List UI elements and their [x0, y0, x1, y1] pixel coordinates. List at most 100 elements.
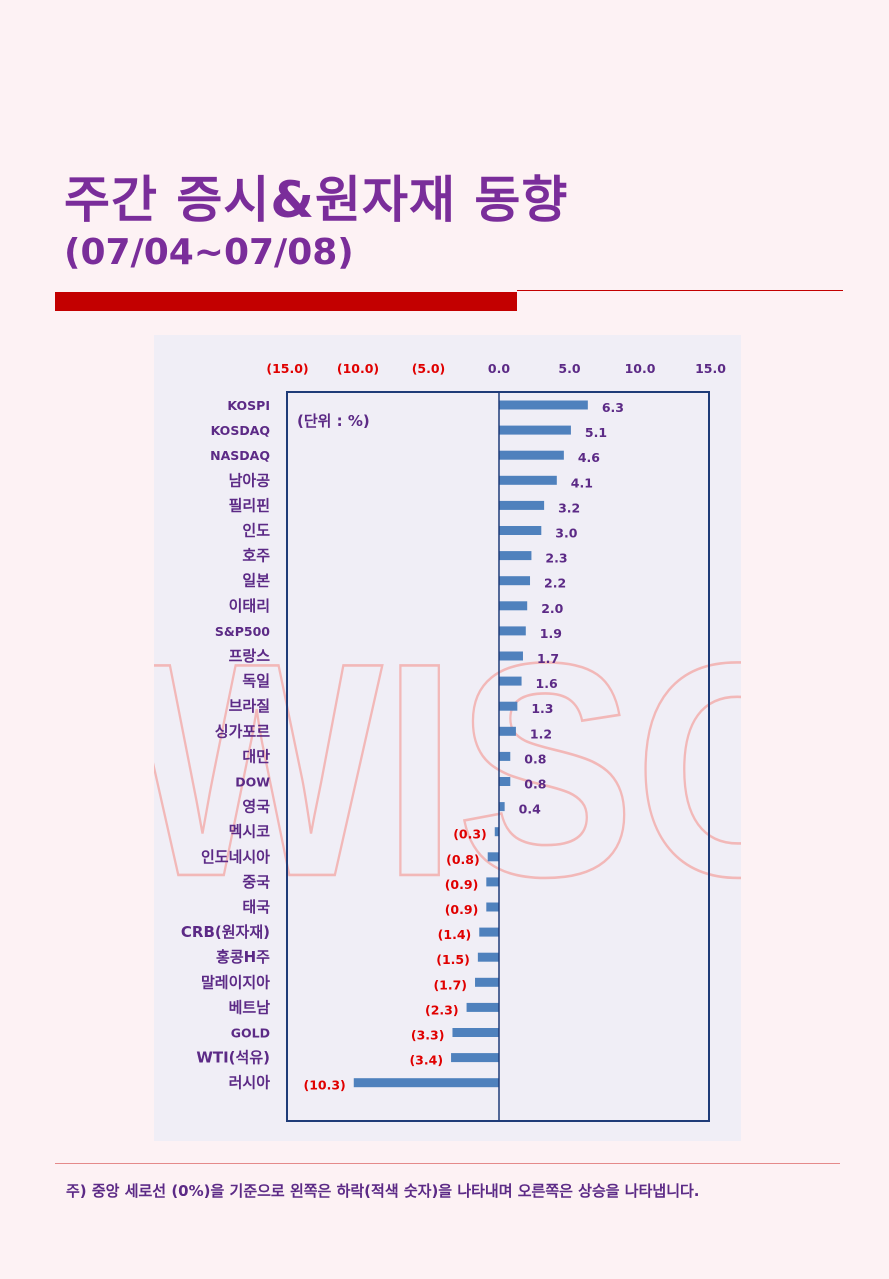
bar	[486, 877, 499, 887]
category-label: 인도	[242, 522, 270, 540]
x-axis-ticks: (15.0) (10.0) (5.0) 0.0 5.0 10.0 15.0	[266, 361, 726, 376]
value-label: (10.3)	[303, 1078, 345, 1093]
value-label: 1.2	[530, 726, 552, 741]
bar	[479, 927, 499, 937]
bar	[452, 1028, 499, 1037]
bar	[499, 500, 545, 510]
value-label: (1.4)	[438, 927, 472, 942]
bar	[466, 1002, 499, 1012]
plot-area-frame	[286, 391, 710, 1122]
value-label: 4.1	[571, 475, 593, 490]
value-label: (0.9)	[445, 877, 479, 892]
bar	[499, 450, 564, 460]
bar	[451, 1053, 499, 1063]
watermark-text: WISC	[154, 600, 741, 940]
x-tick-label: (10.0)	[337, 361, 379, 376]
category-label: 인도네시아	[201, 848, 270, 866]
value-label: 2.0	[541, 601, 563, 616]
bar	[499, 626, 526, 636]
bar	[499, 576, 531, 586]
value-label: 1.7	[537, 651, 559, 666]
bars	[353, 400, 588, 1088]
category-label: GOLD	[231, 1026, 270, 1041]
title-underline-rule	[517, 290, 843, 291]
category-label: 말레이지아	[201, 973, 270, 991]
value-label: (0.3)	[453, 827, 487, 842]
chart-panel: WISC (단위 : %) (15.0) (10.0) (5.0) 0.0 5.0 10.…	[154, 335, 741, 1141]
bar-chart: WISC (단위 : %) (15.0) (10.0) (5.0) 0.0 5.0 10.…	[154, 361, 741, 1122]
category-label: 대만	[242, 747, 270, 765]
category-label: 태국	[242, 898, 270, 916]
category-label: DOW	[235, 775, 270, 790]
bar	[353, 1078, 499, 1088]
category-label: KOSPI	[227, 398, 270, 413]
category-label: 멕시코	[229, 823, 271, 841]
bar	[487, 852, 499, 862]
category-label: 싱가포르	[215, 722, 270, 740]
value-labels: 6.3 5.1 4.6 4.1 3.2 3.0 2.3 2.2 2.0 1.9 1.7 1.6 1.3 1…	[303, 400, 623, 1093]
title-underline-bar	[55, 292, 517, 311]
value-label: 2.2	[544, 576, 566, 591]
category-label: WTI(석유)	[196, 1049, 270, 1067]
bar	[486, 902, 499, 912]
x-tick-label: (5.0)	[412, 361, 446, 376]
watermark: WISC	[154, 598, 741, 941]
bar	[494, 827, 499, 837]
value-label: 1.6	[536, 676, 558, 691]
category-label: 호주	[242, 547, 270, 565]
bar	[499, 777, 511, 786]
footer-divider	[55, 1163, 840, 1164]
bar	[499, 400, 588, 410]
bar	[499, 676, 522, 686]
x-tick-label: 0.0	[488, 361, 510, 376]
value-label: 0.4	[519, 802, 541, 817]
value-label: 4.6	[578, 450, 600, 465]
date-range-subtitle: (07/04~07/08)	[64, 232, 354, 273]
bar	[499, 802, 505, 812]
value-label: 0.8	[524, 777, 546, 792]
bar	[499, 425, 571, 435]
footnote: 주) 중앙 세로선 (0%)을 기준으로 왼쪽은 하락(적색 숫자)을 나타내며…	[66, 1182, 700, 1200]
category-label: S&P500	[215, 624, 270, 639]
category-label: 브라질	[229, 697, 270, 715]
category-label: 중국	[242, 873, 270, 891]
bar	[499, 551, 532, 561]
category-label: 영국	[242, 798, 270, 816]
bar	[499, 726, 516, 736]
bar	[475, 977, 499, 987]
unit-label: (단위 : %)	[297, 412, 370, 430]
value-label: (1.7)	[433, 977, 467, 992]
category-label: 베트남	[229, 998, 271, 1016]
category-label: NASDAQ	[210, 448, 270, 463]
value-label: (3.4)	[409, 1053, 443, 1068]
value-label: 3.0	[555, 526, 577, 541]
bar	[499, 475, 557, 485]
category-label: CRB(원자재)	[181, 923, 270, 941]
bar	[499, 526, 542, 535]
category-label: KOSDAQ	[211, 423, 270, 438]
category-label: 프랑스	[229, 647, 271, 665]
value-label: 6.3	[602, 400, 624, 415]
category-label: 필리핀	[229, 496, 270, 514]
value-label: (0.8)	[446, 852, 480, 867]
bar	[499, 751, 511, 761]
bar	[499, 701, 518, 711]
category-label: 홍콩H주	[216, 948, 270, 966]
bar	[477, 952, 499, 962]
bar	[499, 651, 523, 661]
category-label: 독일	[242, 672, 270, 690]
value-label: 1.9	[540, 626, 562, 641]
value-label: (0.9)	[445, 902, 479, 917]
value-label: 2.3	[545, 551, 567, 566]
value-label: 1.3	[531, 701, 553, 716]
value-label: (2.3)	[425, 1002, 459, 1017]
value-label: 5.1	[585, 425, 607, 440]
x-tick-label: 15.0	[695, 361, 726, 376]
value-label: 0.8	[524, 751, 546, 766]
category-label: 이태리	[229, 597, 270, 615]
page-title: 주간 증시&원자재 동향	[64, 171, 569, 229]
x-tick-label: (15.0)	[266, 361, 308, 376]
value-label: (1.5)	[436, 952, 470, 967]
value-label: (3.3)	[411, 1028, 445, 1043]
